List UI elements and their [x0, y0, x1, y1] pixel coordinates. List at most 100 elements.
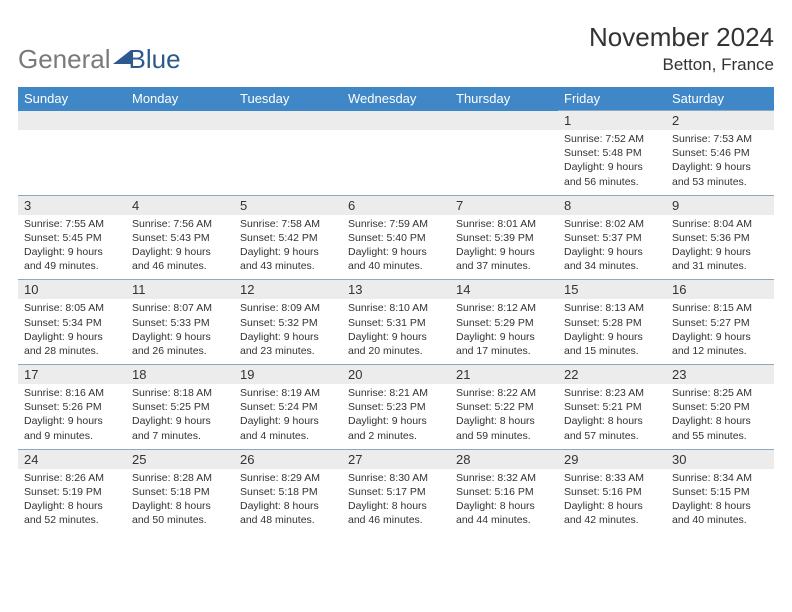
- day-data-cell: Sunrise: 8:33 AMSunset: 5:16 PMDaylight:…: [558, 469, 666, 534]
- d1-text: Daylight: 8 hours: [348, 499, 444, 513]
- day-number-cell: 14: [450, 280, 558, 300]
- dow-sunday: Sunday: [18, 87, 126, 111]
- sunset-text: Sunset: 5:16 PM: [564, 485, 660, 499]
- d1-text: Daylight: 9 hours: [672, 160, 768, 174]
- d2-text: and 9 minutes.: [24, 429, 120, 443]
- day-number-row: 17181920212223: [18, 365, 774, 385]
- day-data-cell: Sunrise: 8:28 AMSunset: 5:18 PMDaylight:…: [126, 469, 234, 534]
- sunset-text: Sunset: 5:15 PM: [672, 485, 768, 499]
- d1-text: Daylight: 9 hours: [564, 330, 660, 344]
- sunset-text: Sunset: 5:28 PM: [564, 316, 660, 330]
- sunrise-text: Sunrise: 8:07 AM: [132, 301, 228, 315]
- day-number-cell: 20: [342, 365, 450, 385]
- d2-text: and 43 minutes.: [240, 259, 336, 273]
- d1-text: Daylight: 9 hours: [132, 245, 228, 259]
- sunset-text: Sunset: 5:18 PM: [132, 485, 228, 499]
- dow-monday: Monday: [126, 87, 234, 111]
- day-number-cell: [342, 111, 450, 131]
- day-number-cell: [234, 111, 342, 131]
- day-data-row: Sunrise: 7:52 AMSunset: 5:48 PMDaylight:…: [18, 130, 774, 195]
- day-number-cell: 24: [18, 449, 126, 469]
- day-number-row: 12: [18, 111, 774, 131]
- day-data-row: Sunrise: 8:05 AMSunset: 5:34 PMDaylight:…: [18, 299, 774, 364]
- day-data-cell: Sunrise: 8:15 AMSunset: 5:27 PMDaylight:…: [666, 299, 774, 364]
- d1-text: Daylight: 8 hours: [672, 499, 768, 513]
- day-data-cell: Sunrise: 8:18 AMSunset: 5:25 PMDaylight:…: [126, 384, 234, 449]
- day-data-cell: Sunrise: 7:53 AMSunset: 5:46 PMDaylight:…: [666, 130, 774, 195]
- dow-thursday: Thursday: [450, 87, 558, 111]
- d1-text: Daylight: 8 hours: [456, 499, 552, 513]
- sunset-text: Sunset: 5:40 PM: [348, 231, 444, 245]
- day-number-cell: 28: [450, 449, 558, 469]
- d1-text: Daylight: 9 hours: [672, 330, 768, 344]
- logo-part1: General: [18, 44, 111, 75]
- dow-saturday: Saturday: [666, 87, 774, 111]
- day-data-cell: Sunrise: 8:19 AMSunset: 5:24 PMDaylight:…: [234, 384, 342, 449]
- sunset-text: Sunset: 5:18 PM: [240, 485, 336, 499]
- day-number-cell: 13: [342, 280, 450, 300]
- day-data-cell: Sunrise: 8:10 AMSunset: 5:31 PMDaylight:…: [342, 299, 450, 364]
- d2-text: and 55 minutes.: [672, 429, 768, 443]
- d1-text: Daylight: 8 hours: [672, 414, 768, 428]
- sunset-text: Sunset: 5:31 PM: [348, 316, 444, 330]
- sunset-text: Sunset: 5:37 PM: [564, 231, 660, 245]
- sunset-text: Sunset: 5:24 PM: [240, 400, 336, 414]
- day-number-row: 3456789: [18, 195, 774, 215]
- day-data-cell: Sunrise: 8:16 AMSunset: 5:26 PMDaylight:…: [18, 384, 126, 449]
- d2-text: and 59 minutes.: [456, 429, 552, 443]
- d2-text: and 52 minutes.: [24, 513, 120, 527]
- sunrise-text: Sunrise: 7:53 AM: [672, 132, 768, 146]
- sunset-text: Sunset: 5:16 PM: [456, 485, 552, 499]
- day-data-cell: [234, 130, 342, 195]
- sunrise-text: Sunrise: 8:30 AM: [348, 471, 444, 485]
- d1-text: Daylight: 9 hours: [24, 414, 120, 428]
- day-data-cell: Sunrise: 8:04 AMSunset: 5:36 PMDaylight:…: [666, 215, 774, 280]
- calendar-page: General Blue November 2024 Betton, Franc…: [0, 0, 792, 543]
- sunset-text: Sunset: 5:27 PM: [672, 316, 768, 330]
- day-number-cell: [450, 111, 558, 131]
- day-data-cell: Sunrise: 8:30 AMSunset: 5:17 PMDaylight:…: [342, 469, 450, 534]
- day-number-cell: 23: [666, 365, 774, 385]
- day-data-cell: Sunrise: 8:01 AMSunset: 5:39 PMDaylight:…: [450, 215, 558, 280]
- sunrise-text: Sunrise: 7:58 AM: [240, 217, 336, 231]
- sunrise-text: Sunrise: 8:12 AM: [456, 301, 552, 315]
- d2-text: and 37 minutes.: [456, 259, 552, 273]
- d2-text: and 4 minutes.: [240, 429, 336, 443]
- sunset-text: Sunset: 5:19 PM: [24, 485, 120, 499]
- day-number-cell: [126, 111, 234, 131]
- sunrise-text: Sunrise: 8:04 AM: [672, 217, 768, 231]
- sunrise-text: Sunrise: 7:56 AM: [132, 217, 228, 231]
- d2-text: and 7 minutes.: [132, 429, 228, 443]
- sail-icon: [113, 50, 131, 64]
- sunrise-text: Sunrise: 8:34 AM: [672, 471, 768, 485]
- day-number-cell: 17: [18, 365, 126, 385]
- dow-tuesday: Tuesday: [234, 87, 342, 111]
- sunset-text: Sunset: 5:33 PM: [132, 316, 228, 330]
- d2-text: and 31 minutes.: [672, 259, 768, 273]
- d1-text: Daylight: 9 hours: [348, 245, 444, 259]
- logo-part2: Blue: [129, 44, 181, 75]
- day-data-cell: Sunrise: 8:21 AMSunset: 5:23 PMDaylight:…: [342, 384, 450, 449]
- location-subtitle: Betton, France: [589, 55, 774, 75]
- day-data-cell: Sunrise: 8:23 AMSunset: 5:21 PMDaylight:…: [558, 384, 666, 449]
- sunset-text: Sunset: 5:48 PM: [564, 146, 660, 160]
- sunrise-text: Sunrise: 8:05 AM: [24, 301, 120, 315]
- d1-text: Daylight: 8 hours: [240, 499, 336, 513]
- d1-text: Daylight: 9 hours: [240, 414, 336, 428]
- sunrise-text: Sunrise: 8:29 AM: [240, 471, 336, 485]
- day-number-cell: 25: [126, 449, 234, 469]
- d2-text: and 15 minutes.: [564, 344, 660, 358]
- day-number-cell: 18: [126, 365, 234, 385]
- day-number-row: 24252627282930: [18, 449, 774, 469]
- d2-text: and 57 minutes.: [564, 429, 660, 443]
- d1-text: Daylight: 9 hours: [348, 414, 444, 428]
- day-number-cell: 2: [666, 111, 774, 131]
- d2-text: and 56 minutes.: [564, 175, 660, 189]
- dow-friday: Friday: [558, 87, 666, 111]
- day-number-cell: 15: [558, 280, 666, 300]
- day-data-row: Sunrise: 8:26 AMSunset: 5:19 PMDaylight:…: [18, 469, 774, 534]
- d2-text: and 42 minutes.: [564, 513, 660, 527]
- day-number-cell: [18, 111, 126, 131]
- page-header: General Blue November 2024 Betton, Franc…: [18, 22, 774, 75]
- weekday-header-row: Sunday Monday Tuesday Wednesday Thursday…: [18, 87, 774, 111]
